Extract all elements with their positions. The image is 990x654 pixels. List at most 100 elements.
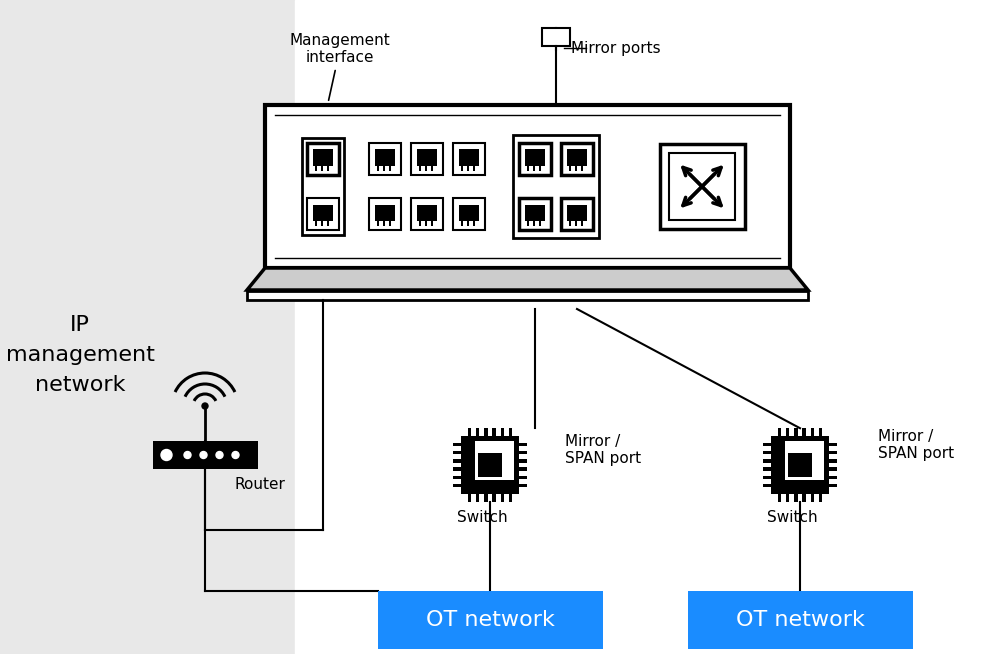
Bar bbox=[476, 494, 479, 502]
Circle shape bbox=[161, 449, 172, 460]
Bar bbox=[453, 459, 461, 462]
Bar bbox=[519, 451, 527, 455]
Bar bbox=[453, 198, 485, 230]
Bar bbox=[321, 166, 324, 171]
Bar bbox=[829, 468, 837, 471]
Bar bbox=[453, 484, 461, 487]
Bar bbox=[307, 143, 339, 175]
Bar bbox=[453, 451, 461, 455]
Bar bbox=[377, 221, 379, 226]
Bar bbox=[687, 591, 913, 649]
Bar bbox=[484, 428, 488, 436]
Bar bbox=[411, 143, 443, 175]
Text: Mirror /
SPAN port: Mirror / SPAN port bbox=[878, 429, 954, 461]
Bar bbox=[669, 153, 736, 220]
Bar bbox=[411, 198, 443, 230]
Bar bbox=[492, 494, 496, 502]
Bar bbox=[829, 459, 837, 462]
Text: Management
interface: Management interface bbox=[290, 33, 390, 100]
Bar bbox=[453, 468, 461, 471]
Bar bbox=[321, 221, 324, 226]
Bar bbox=[419, 166, 422, 171]
Bar bbox=[581, 221, 583, 226]
Bar bbox=[509, 494, 513, 502]
Bar bbox=[425, 166, 428, 171]
Bar bbox=[383, 221, 385, 226]
Bar bbox=[466, 166, 469, 171]
Bar bbox=[569, 221, 571, 226]
Text: Mirror /
SPAN port: Mirror / SPAN port bbox=[565, 434, 642, 466]
Bar bbox=[763, 443, 771, 446]
Bar bbox=[819, 494, 823, 502]
Bar bbox=[315, 166, 318, 171]
Bar bbox=[519, 459, 527, 462]
Bar bbox=[519, 484, 527, 487]
Bar bbox=[315, 221, 318, 226]
Bar bbox=[327, 166, 330, 171]
Bar bbox=[302, 138, 344, 235]
Bar bbox=[472, 221, 475, 226]
Bar bbox=[459, 205, 479, 221]
Bar bbox=[763, 468, 771, 471]
Bar bbox=[476, 428, 479, 436]
Bar bbox=[369, 198, 401, 230]
Bar bbox=[417, 149, 437, 166]
Bar bbox=[509, 428, 513, 436]
Bar bbox=[389, 221, 391, 226]
Circle shape bbox=[202, 403, 208, 409]
Bar bbox=[475, 441, 514, 480]
Text: OT network: OT network bbox=[736, 610, 864, 630]
Bar bbox=[567, 205, 587, 221]
Bar bbox=[501, 428, 504, 436]
Bar bbox=[527, 221, 530, 226]
Text: Mirror ports: Mirror ports bbox=[571, 41, 660, 56]
Bar bbox=[375, 149, 395, 166]
Bar bbox=[431, 166, 434, 171]
Bar bbox=[829, 484, 837, 487]
Bar bbox=[802, 494, 806, 502]
Bar bbox=[581, 166, 583, 171]
Bar bbox=[829, 443, 837, 446]
Bar bbox=[771, 436, 829, 494]
Bar bbox=[307, 198, 339, 230]
Bar bbox=[459, 149, 479, 166]
Bar bbox=[561, 198, 593, 230]
Bar bbox=[533, 166, 536, 171]
Circle shape bbox=[232, 451, 239, 458]
Bar bbox=[265, 105, 790, 268]
Bar bbox=[0, 0, 295, 654]
Bar bbox=[829, 475, 837, 479]
Bar bbox=[472, 166, 475, 171]
Bar bbox=[467, 428, 471, 436]
Bar bbox=[519, 443, 527, 446]
Polygon shape bbox=[247, 268, 808, 290]
Bar bbox=[785, 441, 825, 480]
Bar bbox=[533, 221, 536, 226]
Bar bbox=[478, 453, 502, 477]
Circle shape bbox=[184, 451, 191, 458]
Bar bbox=[460, 166, 463, 171]
Bar bbox=[539, 166, 542, 171]
Bar bbox=[152, 441, 257, 469]
Bar bbox=[527, 166, 530, 171]
Bar bbox=[247, 291, 808, 300]
Bar bbox=[788, 453, 812, 477]
Bar bbox=[819, 428, 823, 436]
Bar bbox=[453, 443, 461, 446]
Text: Router: Router bbox=[235, 477, 286, 492]
Bar bbox=[802, 428, 806, 436]
Bar bbox=[659, 144, 744, 229]
Bar bbox=[525, 205, 545, 221]
Bar bbox=[453, 143, 485, 175]
Text: OT network: OT network bbox=[426, 610, 554, 630]
Bar bbox=[519, 475, 527, 479]
Bar bbox=[777, 428, 781, 436]
Bar bbox=[539, 221, 542, 226]
Bar bbox=[313, 205, 333, 221]
Bar bbox=[519, 468, 527, 471]
Bar bbox=[295, 0, 990, 654]
Bar bbox=[419, 221, 422, 226]
Bar bbox=[811, 428, 814, 436]
Bar bbox=[431, 221, 434, 226]
Bar bbox=[786, 428, 789, 436]
